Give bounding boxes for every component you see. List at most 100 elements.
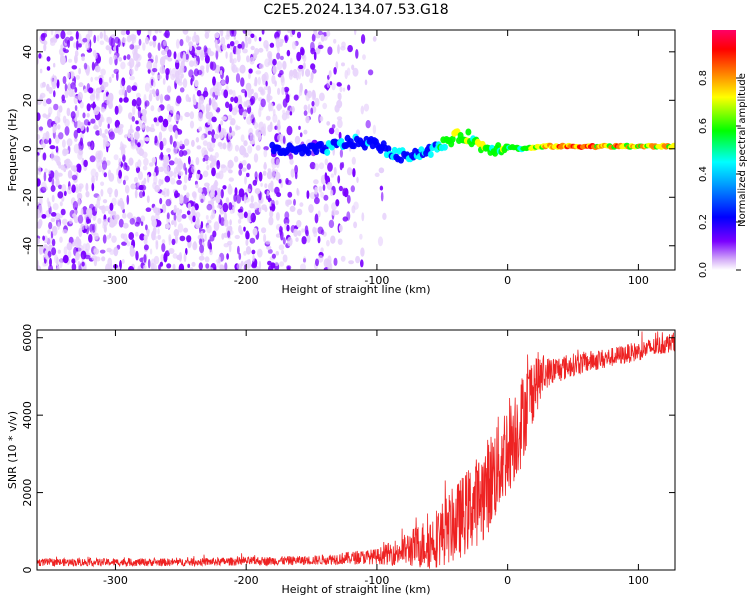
spectrogram-noise-cell	[304, 225, 309, 235]
spectrogram-noise-cell	[214, 32, 220, 39]
spectrogram-noise-cell	[335, 199, 340, 207]
spectrogram-noise-cell	[146, 62, 153, 70]
spectrogram-noise-cell	[91, 176, 95, 185]
spectrogram-noise-cell	[131, 85, 138, 91]
spectrogram-noise-cell	[374, 172, 380, 177]
spectrogram-noise-cell	[153, 255, 160, 265]
spectrogram-noise-cell	[247, 36, 252, 45]
spectrogram-signal-cell	[465, 128, 472, 136]
spectrogram-noise-cell	[246, 232, 250, 240]
spectrogram-noise-cell	[162, 137, 167, 146]
spectrogram-noise-cell	[135, 161, 139, 169]
spectrogram-noise-cell	[114, 119, 121, 129]
spectrogram-noise-cell	[128, 157, 134, 166]
spectrogram-noise-cell	[237, 218, 242, 224]
spectrogram-noise-cell	[164, 94, 171, 101]
spectrogram-noise-cell	[242, 48, 248, 54]
spectrogram-noise-cell	[178, 252, 182, 262]
snr-frame	[36, 329, 676, 571]
spectrogram-noise-cell	[80, 53, 85, 58]
spectrogram-noise-cell	[314, 97, 320, 107]
spectrogram-noise-cell	[126, 34, 132, 43]
spectrogram-noise-cell	[103, 172, 108, 178]
spectrogram-noise-cell	[255, 144, 261, 151]
spectrogram-noise-cell	[172, 253, 178, 259]
spectrogram-noise-cell	[333, 166, 337, 176]
spectrogram-noise-cell	[140, 215, 146, 222]
spectrogram-noise-cell	[354, 30, 357, 36]
spectrogram-signal-cell	[305, 149, 312, 157]
spectrogram-noise-cell	[322, 102, 328, 110]
spectrogram-noise-cell	[50, 212, 57, 217]
spectrogram-noise-cell	[239, 145, 246, 156]
spectrogram-noise-cell	[129, 75, 136, 81]
spectrogram-noise-cell	[314, 213, 319, 224]
spectrogram-noise-cell	[58, 163, 62, 169]
spectrogram-noise-cell	[102, 219, 109, 227]
spectrogram-noise-cell	[298, 64, 304, 70]
spectrogram-noise-cell	[179, 66, 185, 74]
spectrogram-noise-cell	[229, 225, 233, 232]
spectrogram-noise-cell	[241, 88, 247, 94]
spectrogram-noise-cell	[143, 254, 147, 263]
spectrogram-noise-cell	[269, 42, 275, 48]
spectrogram-noise-cell	[281, 86, 285, 95]
spectrogram-noise-cell	[276, 103, 282, 111]
spectrogram-noise-cell	[99, 40, 105, 46]
spectrogram-noise-cell	[152, 181, 157, 190]
spectrogram-noise-cell	[162, 118, 169, 128]
spectrogram-noise-cell	[219, 69, 223, 76]
spectrogram-noise-cell	[337, 238, 343, 245]
spectrogram-noise-cell	[310, 72, 314, 80]
spectrogram-noise-cell	[43, 43, 47, 52]
spectrogram-noise-cell	[57, 249, 61, 254]
spectrogram-noise-cell	[275, 200, 279, 206]
x-tick-label: 100	[628, 274, 649, 287]
spectrogram-noise-cell	[174, 234, 178, 244]
spectrogram-noise-cell	[121, 37, 127, 43]
spectrogram-cells	[37, 30, 675, 270]
spectrogram-noise-cell	[265, 240, 271, 245]
spectrogram-noise-cell	[50, 217, 56, 223]
spectrogram-noise-cell	[220, 120, 224, 126]
spectrogram-noise-cell	[266, 93, 271, 103]
x-tick-label: -100	[364, 274, 389, 287]
spectrogram-noise-cell	[303, 104, 308, 111]
spectrogram-noise-cell	[233, 156, 239, 163]
spectrogram-noise-cell	[132, 49, 137, 56]
spectrogram-noise-cell	[168, 124, 174, 133]
spectrogram-noise-cell	[46, 237, 53, 245]
spectrogram-noise-cell	[133, 176, 139, 183]
spectrogram-noise-cell	[346, 194, 351, 204]
spectrogram-noise-cell	[254, 35, 257, 42]
spectrogram-noise-cell	[180, 73, 184, 79]
spectrogram-noise-cell	[51, 194, 55, 203]
spectrogram-noise-cell	[137, 142, 141, 148]
spectrogram-noise-cell	[331, 209, 337, 216]
spectrogram-noise-cell	[306, 234, 311, 243]
spectrogram-noise-cell	[251, 249, 256, 255]
spectrogram-noise-cell	[138, 38, 142, 46]
spectrogram-noise-cell	[333, 67, 337, 75]
spectrogram-noise-cell	[67, 250, 72, 259]
spectrogram-noise-cell	[234, 187, 238, 197]
spectrogram-noise-cell	[189, 44, 193, 52]
spectrogram-noise-cell	[43, 40, 48, 45]
spectrogram-noise-cell	[145, 224, 148, 231]
spectrogram-noise-cell	[266, 171, 273, 180]
spectrogram-noise-cell	[213, 266, 217, 270]
spectrogram-noise-cell	[234, 144, 240, 152]
spectrogram-noise-cell	[81, 261, 85, 267]
spectrogram-noise-cell	[236, 263, 243, 270]
spectrogram-noise-cell	[229, 209, 234, 214]
spectrogram-noise-cell	[248, 72, 251, 80]
spectrogram-noise-cell	[233, 193, 237, 203]
spectrogram-noise-cell	[78, 82, 84, 88]
spectrogram-noise-cell	[279, 225, 283, 236]
spectrogram-noise-cell	[75, 186, 80, 194]
spectrogram-noise-cell	[171, 238, 176, 246]
spectrogram-noise-cell	[189, 267, 194, 270]
spectrogram-noise-cell	[382, 212, 387, 220]
spectrogram-noise-cell	[118, 218, 124, 228]
spectrogram-noise-cell	[303, 129, 308, 135]
